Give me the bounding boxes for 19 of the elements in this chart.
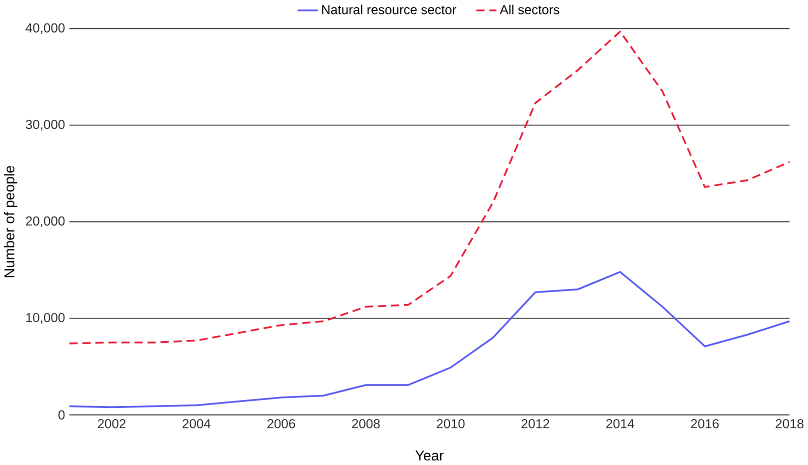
y-tick-label: 0	[58, 410, 65, 420]
y-axis-title: Number of people	[4, 166, 18, 278]
line-series	[68, 30, 790, 345]
x-tick-label: 2014	[606, 419, 634, 429]
y-tick-label: 20,000	[26, 216, 65, 228]
x-tick-label: 2004	[182, 419, 211, 429]
legend-label: Natural resource sector	[322, 4, 456, 15]
y-tick-label: 40,000	[26, 24, 65, 34]
y-tick-label: 10,000	[26, 313, 65, 324]
x-tick-label: 2012	[522, 419, 550, 429]
x-tick-label: 2006	[267, 419, 296, 429]
x-tick-label: 2018	[776, 419, 804, 429]
x-tick-label: 2002	[98, 419, 126, 429]
legend-label: All sectors	[500, 4, 560, 15]
x-axis-title: Year	[415, 450, 444, 461]
x-tick-label: 2008	[352, 419, 380, 429]
y-tick-label: 30,000	[26, 120, 65, 131]
x-tick-label: 2016	[690, 419, 719, 429]
x-tick-label: 2010	[436, 419, 465, 429]
